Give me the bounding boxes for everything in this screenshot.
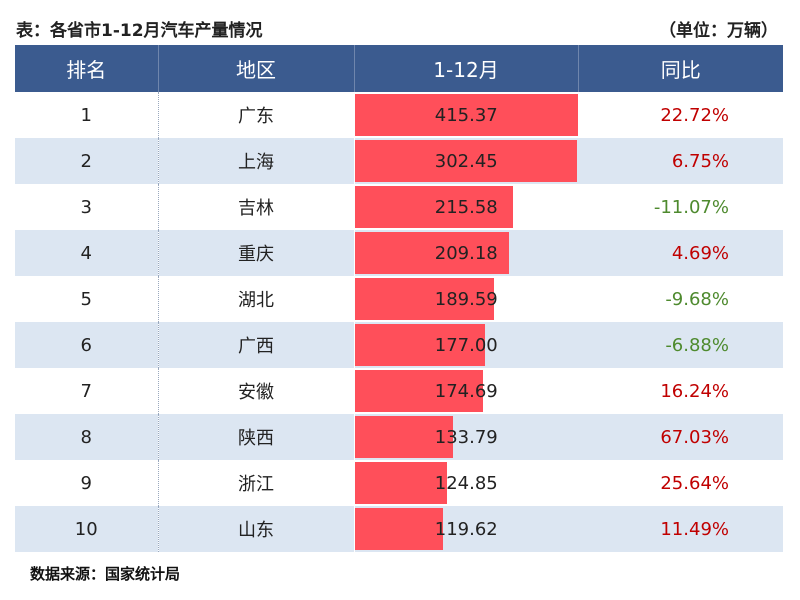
region-cell: 广东: [158, 92, 355, 138]
value-cell: 124.85: [354, 460, 578, 506]
header-row: 排名 地区 1-12月 同比: [15, 45, 783, 92]
data-bar: [354, 278, 495, 320]
data-bar: [354, 140, 578, 182]
value-text: 133.79: [434, 426, 498, 448]
value-cell: 177.00: [354, 322, 578, 368]
value-cell: 209.18: [354, 230, 578, 276]
table-row: 3 吉林 215.58 -11.07%: [15, 184, 783, 230]
value-text: 215.58: [434, 196, 498, 218]
table-body: 1 广东 415.37 22.72% 2 上海 302.45 6.75% 3 吉林 215.58 -1…: [15, 92, 783, 552]
region-cell: 湖北: [158, 276, 355, 322]
rank-cell: 10: [15, 506, 159, 552]
header-cell: 地区: [157, 45, 354, 92]
value-cell: 133.79: [354, 414, 578, 460]
rank-cell: 9: [15, 460, 159, 506]
yoy-cell: 25.64%: [660, 472, 729, 494]
yoy-cell: 11.49%: [578, 506, 783, 552]
region-cell: 吉林: [158, 184, 355, 230]
value-text: 302.45: [434, 150, 498, 172]
table-row: 8 陕西 133.79 67.03%: [15, 414, 783, 460]
value-text: 189.59: [434, 288, 498, 310]
data-bar: [354, 94, 578, 136]
value-cell: 215.58: [354, 184, 578, 230]
data-bar: [354, 508, 443, 550]
region-cell: 山东: [158, 506, 355, 552]
value-cell: 302.45: [354, 138, 578, 184]
data-bar: [354, 416, 454, 458]
rank-cell: 3: [15, 184, 159, 230]
header-cell: 排名: [15, 45, 158, 92]
table-row: 9 浙江 124.85 25.64%: [15, 460, 783, 506]
rank-cell: 1: [15, 92, 159, 138]
data-bar: [354, 324, 485, 366]
value-text: 209.18: [434, 242, 498, 264]
region-cell: 安徽: [158, 368, 355, 414]
data-bar: [354, 186, 514, 228]
yoy-cell: -11.07%: [653, 196, 729, 218]
value-cell: 415.37: [354, 92, 578, 138]
table-row: 7 安徽 174.69 16.24%: [15, 368, 783, 414]
rank-cell: 5: [15, 276, 159, 322]
region-cell: 重庆: [158, 230, 355, 276]
data-table: 排名 地区 1-12月 同比 1 广东 415.37 22.72% 2 上海 302.45 6.75…: [15, 45, 783, 552]
value-text: 415.37: [434, 104, 498, 126]
value-text: 124.85: [434, 472, 498, 494]
region-cell: 陕西: [158, 414, 355, 460]
data-bar: [354, 232, 509, 274]
value-text: 177.00: [434, 334, 498, 356]
source-note: 数据来源：国家统计局: [30, 565, 181, 583]
rank-cell: 8: [15, 414, 159, 460]
rank-cell: 2: [15, 138, 159, 184]
rank-cell: 7: [15, 368, 159, 414]
region-cell: 上海: [158, 138, 355, 184]
data-bar: [354, 370, 484, 412]
table-row: 2 上海 302.45 6.75%: [15, 138, 783, 184]
table-row: 6 广西 177.00 -6.88%: [15, 322, 783, 368]
value-cell: 174.69: [354, 368, 578, 414]
value-text: 174.69: [434, 380, 498, 402]
yoy-cell: 6.75%: [578, 138, 783, 184]
header-cell: 同比: [577, 45, 783, 92]
rank-cell: 6: [15, 322, 159, 368]
yoy-cell: -9.68%: [665, 288, 729, 310]
unit-label: （单位：万辆）: [659, 21, 778, 41]
yoy-cell: 22.72%: [660, 104, 729, 126]
yoy-cell: 67.03%: [578, 414, 783, 460]
data-bar: [354, 462, 447, 504]
table-title: 表：各省市1-12月汽车产量情况: [16, 21, 263, 41]
value-cell: 189.59: [354, 276, 578, 322]
value-cell: 119.62: [354, 506, 578, 552]
rank-cell: 4: [15, 230, 159, 276]
table-row: 4 重庆 209.18 4.69%: [15, 230, 783, 276]
value-text: 119.62: [434, 518, 498, 540]
yoy-cell: 16.24%: [660, 380, 729, 402]
region-cell: 浙江: [158, 460, 355, 506]
region-cell: 广西: [158, 322, 355, 368]
header-cell: 1-12月: [353, 45, 578, 92]
yoy-cell: 4.69%: [578, 230, 783, 276]
table-row: 1 广东 415.37 22.72%: [15, 92, 783, 138]
yoy-cell: -6.88%: [578, 322, 783, 368]
table-row: 5 湖北 189.59 -9.68%: [15, 276, 783, 322]
table-row: 10 山东 119.62 11.49%: [15, 506, 783, 552]
